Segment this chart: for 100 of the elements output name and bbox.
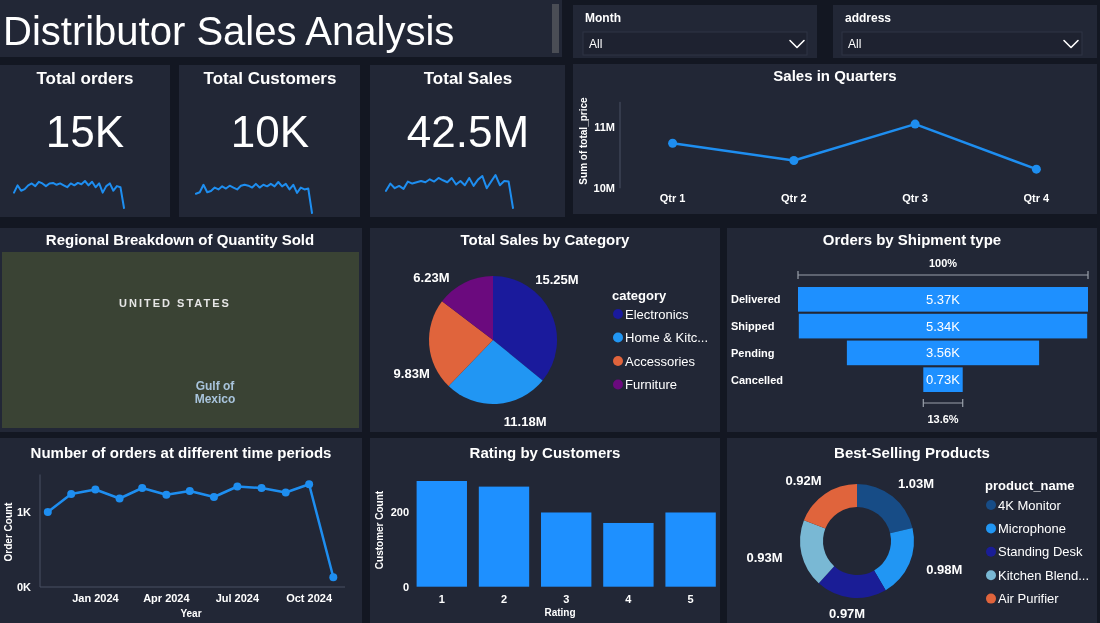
text: All — [589, 37, 603, 51]
y-axis-title: Sum of total_price — [577, 96, 589, 185]
legend-title: product_name — [985, 477, 1075, 493]
point — [789, 156, 799, 166]
data-label: 3.56K — [926, 345, 961, 361]
data-label: 0.93M — [746, 550, 783, 566]
chart-title: Sales in Quarters — [773, 66, 897, 84]
point — [329, 573, 338, 582]
point — [668, 138, 678, 148]
point — [233, 482, 242, 491]
category-label: Shipped — [731, 320, 775, 333]
text: Gulf of Mexico — [194, 379, 236, 406]
legend-label: 4K Monitor — [998, 497, 1062, 513]
x-tick-label: Jul 2024 — [215, 592, 260, 604]
point — [910, 119, 920, 129]
point — [281, 488, 290, 497]
chart-title: Number of orders at different time periods — [30, 443, 332, 461]
chart-title: Best-Selling Products — [834, 443, 990, 461]
y-tick-label: 0 — [402, 580, 409, 593]
bar — [541, 512, 592, 587]
data-label: 15.25M — [535, 272, 579, 288]
text: 10K — [230, 106, 310, 156]
text: Total Sales — [423, 68, 513, 88]
point — [257, 484, 266, 492]
text: Month — [585, 11, 621, 25]
point — [67, 490, 76, 498]
y-axis-title: Customer Count — [373, 490, 385, 570]
y-tick-label: 10M — [593, 182, 615, 195]
pie-slice — [448, 340, 543, 404]
data-label: 5.37K — [926, 291, 961, 307]
x-tick-label: 3 — [563, 593, 570, 605]
data-label: 5.34K — [926, 318, 961, 334]
text: address — [845, 11, 892, 25]
bar — [603, 522, 654, 587]
y-tick-label: 0K — [16, 581, 32, 593]
x-axis-title: Rating — [544, 606, 576, 618]
data-label: 0.98M — [926, 562, 963, 578]
x-tick-label: 2 — [500, 593, 508, 605]
bar — [665, 512, 716, 587]
bar — [478, 486, 530, 587]
category-label: Pending — [731, 346, 775, 359]
x-tick-label: Qtr 4 — [1023, 192, 1051, 204]
x-tick-label: Qtr 2 — [781, 192, 807, 204]
text: UNITED STATES — [119, 297, 231, 309]
text: Total orders — [36, 68, 134, 88]
category-label: Delivered — [731, 293, 781, 306]
text: 42.5M — [406, 106, 530, 156]
chart-title: Total Sales by Category — [460, 230, 631, 248]
data-label: 1.03M — [897, 476, 935, 492]
x-tick-label: Qtr 1 — [659, 192, 686, 204]
point — [305, 480, 314, 489]
text: 15K — [45, 106, 125, 156]
chart-title: Rating by Customers — [469, 443, 621, 461]
point — [43, 508, 52, 516]
x-tick-label: Jan 2024 — [72, 592, 120, 604]
data-label: 0.92M — [785, 473, 822, 489]
x-tick-label: 5 — [687, 593, 694, 605]
x-axis-title: Year — [180, 607, 202, 619]
donut-slice — [874, 527, 914, 591]
point — [1031, 164, 1041, 174]
legend-label: Kitchen Blend... — [998, 567, 1090, 583]
legend-label: Air Purifier — [998, 591, 1060, 607]
point — [162, 490, 171, 499]
data-label: 0.73K — [926, 372, 961, 388]
point — [115, 494, 124, 503]
text: 100% — [928, 257, 958, 269]
legend-title: category — [612, 287, 667, 303]
text: Total Customers — [203, 68, 337, 88]
y-tick-label: 200 — [390, 505, 409, 518]
y-tick-label: 1K — [16, 506, 32, 518]
x-tick-label: Apr 2024 — [143, 592, 191, 604]
y-tick-label: 11M — [594, 120, 615, 133]
bar — [416, 481, 467, 587]
x-tick-label: Oct 2024 — [286, 592, 333, 604]
point — [138, 484, 147, 492]
point — [209, 493, 218, 501]
point — [185, 487, 194, 495]
x-tick-label: Qtr 3 — [902, 192, 928, 204]
legend-label: Electronics — [625, 306, 690, 322]
text: Regional Breakdown of Quantity Sold — [45, 230, 315, 248]
y-axis-title: Order Count — [2, 501, 14, 562]
x-tick-label: 4 — [625, 593, 633, 605]
data-label: 9.83M — [393, 366, 430, 382]
donut-slice — [800, 520, 835, 584]
legend-label: Furniture — [625, 377, 678, 392]
data-label: 6.23M — [413, 269, 450, 285]
legend-label: Microphone — [998, 520, 1066, 536]
data-label: 11.18M — [503, 414, 547, 430]
category-label: Cancelled — [731, 373, 783, 386]
data-label: 0.97M — [829, 606, 866, 622]
point — [91, 485, 100, 494]
pie-slice — [429, 301, 493, 387]
legend-label: Home & Kitc... — [625, 330, 709, 345]
donut-slice — [818, 566, 886, 598]
text: All — [848, 37, 862, 51]
legend-label: Standing Desk — [998, 544, 1084, 560]
x-tick-label: 1 — [438, 593, 445, 605]
text: Distributor Sales Analysis — [3, 9, 455, 53]
text: Orders by Shipment type — [822, 230, 1002, 248]
legend-label: Accessories — [625, 353, 696, 369]
